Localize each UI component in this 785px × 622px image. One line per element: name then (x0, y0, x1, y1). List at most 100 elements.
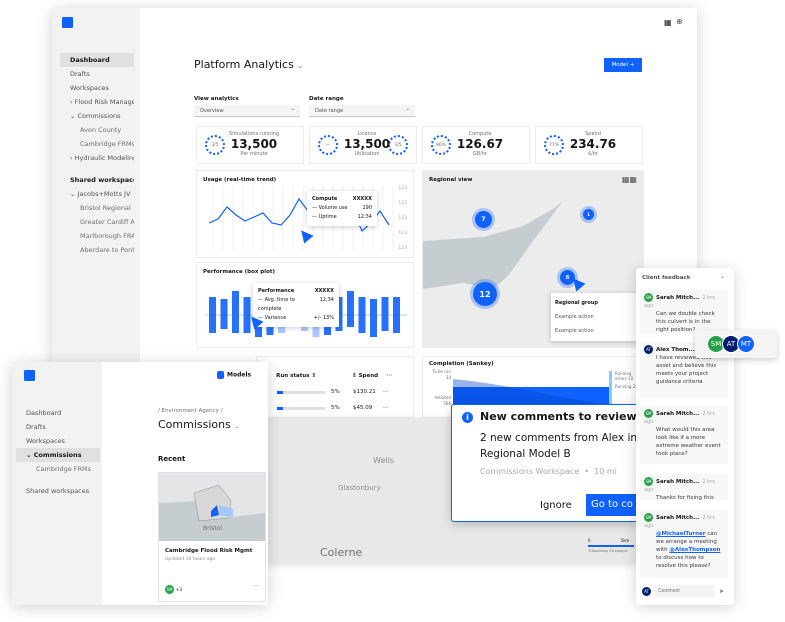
sidebar-item[interactable]: › Flood Risk Manage... (70, 98, 134, 106)
spend-header[interactable]: ⇕ Spend (352, 373, 379, 379)
sidebar-item[interactable]: Cambridge FRMs (36, 465, 92, 473)
usage-line-chart[interactable] (197, 171, 415, 259)
sidebar-item[interactable]: Greater Cardiff Area (80, 218, 134, 226)
map-cluster[interactable]: 7 (475, 211, 492, 228)
box-plot-box (347, 291, 354, 327)
box-plot-box (232, 291, 239, 333)
comment: SM Sarah Mitch... 2 hrs ago @MichaelTurner … (640, 510, 728, 578)
go-to-comments-button[interactable]: Go to co (586, 494, 640, 516)
avatar: SM (644, 293, 653, 302)
sidebar-item[interactable]: Drafts (70, 70, 90, 78)
grid-icon[interactable]: ▦ (664, 18, 672, 27)
avatar: SM (644, 513, 653, 522)
progress-ring: 86% (431, 135, 451, 155)
usage-title: Usage (real-time trend) (203, 177, 277, 183)
box-plot-box (220, 299, 228, 329)
progress-ring: 3/5 (388, 135, 408, 155)
collaborators-chip: SM AT MT (695, 330, 777, 358)
map-cluster[interactable]: 12 (473, 282, 497, 306)
notification-toast: i New comments to review 2 new comments … (451, 404, 641, 522)
regional-group-menu: Regional group Example action Example ac… (551, 293, 641, 341)
performance-title: Performance (box plot) (203, 269, 276, 275)
sidebar-item[interactable]: › Hydraulic Modeling (70, 154, 134, 162)
table-row[interactable]: 135%$130.21··· (257, 389, 413, 395)
commissions-window: Dashboard Drafts Workspaces ⌄ Commissions Ca… (12, 362, 268, 605)
page-title[interactable]: Platform Analytics ⌄ (194, 58, 304, 71)
breadcrumb[interactable]: / Environment Agency / (158, 408, 223, 414)
comment: SM Sarah Mitch... 2 hrs ago What would this… (640, 406, 728, 464)
map-cluster[interactable]: 8 (560, 270, 575, 285)
sidebar-item[interactable]: Workspaces (26, 437, 65, 445)
box-plot-box (358, 297, 366, 333)
y-tick-label: 123 (398, 246, 407, 251)
overflow-menu-icon[interactable]: ··· (253, 583, 259, 590)
row-overflow-icon[interactable]: ··· (383, 389, 389, 395)
layers-icon[interactable]: ▦▦ (621, 175, 637, 184)
kpi-card: 86% Compute 126.67 GB/hr (422, 126, 530, 164)
main-window: Dashboard Drafts Workspaces › Flood Risk Ma… (52, 8, 697, 418)
box-plot-box (209, 297, 216, 333)
sidebar-item[interactable]: ⌄ Commissions (70, 112, 121, 120)
collapse-icon[interactable]: ⌄ (720, 273, 726, 280)
sidebar-item[interactable]: Shared workspaces (70, 176, 134, 184)
sidebar-item[interactable]: Dashboard (60, 53, 134, 67)
box-plot-box (393, 297, 400, 333)
y-tick-label: 123 (398, 231, 407, 236)
avatar: SM (644, 409, 653, 418)
send-icon[interactable]: ➤ (719, 587, 725, 595)
run-status-header[interactable]: Run status ⇕ (276, 373, 317, 379)
y-tick-label: 123 (398, 201, 407, 206)
ignore-button[interactable]: Ignore (540, 500, 572, 511)
sidebar-item[interactable]: Shared workspaces (26, 487, 90, 495)
row-overflow-icon[interactable]: ··· (383, 405, 389, 411)
view-analytics-select[interactable]: Overview (194, 103, 300, 117)
model-card[interactable]: Bristol Cambridge Flood Risk Mgmt Update… (158, 472, 266, 602)
comment: SM Sarah Mitch... 2 hrs ago Thanks for fixi… (640, 474, 728, 501)
sidebar-item[interactable]: Drafts (26, 423, 46, 431)
commissions-title[interactable]: Commissions ⌄ (158, 418, 240, 431)
model-button[interactable]: Model + (604, 58, 642, 72)
progress-ring: — (318, 135, 338, 155)
menu-item[interactable]: Example action (555, 328, 594, 334)
box-plot-box (335, 297, 343, 331)
sidebar-item[interactable]: Aberdare to Ponty... (80, 246, 134, 254)
comment: SM Sarah Mitch... 2 hrs ago Can we double c… (640, 290, 728, 334)
menu-item[interactable]: Example action (555, 314, 594, 320)
mention-link[interactable]: @AlexThompson (669, 547, 721, 553)
sidebar-item[interactable]: ⌄ Commissions (16, 448, 100, 462)
sidebar-item[interactable]: Cambridge FRMs (80, 140, 134, 148)
models-button[interactable]: Models (217, 371, 251, 379)
date-range-select[interactable]: Date range (309, 103, 415, 117)
usage-chart-card: Usage (real-time trend) 123 123 123 123 123 … (196, 170, 414, 258)
notification-meta: Commissions Workspace • 10 mi (480, 467, 617, 476)
regional-map-card[interactable]: Regional view ▦▦ 7 1 12 8 Regional group… (422, 170, 644, 348)
table-row[interactable]: 1025%$45.09··· (257, 405, 413, 411)
performance-tooltip: Performance XXXXX — Avg. time to complete… (253, 283, 339, 327)
sidebar: Dashboard Drafts Workspaces › Flood Risk Ma… (52, 8, 140, 418)
sidebar-item[interactable]: Marlborough FRAs (80, 232, 134, 240)
info-icon: i (462, 412, 473, 423)
globe-icon[interactable]: ⊕ (676, 17, 683, 26)
regional-view-title: Regional view (429, 177, 473, 183)
kpi-card: —3/5 Licence 13,500 Utilisation (309, 126, 417, 164)
y-tick-label: 123 (398, 186, 407, 191)
avatar: MT (737, 335, 755, 353)
box-plot-box (381, 297, 389, 331)
sidebar-item[interactable]: Avon County (80, 126, 122, 134)
sidebar-item[interactable]: Bristol Regional (80, 204, 131, 212)
sidebar-item[interactable]: Dashboard (26, 409, 62, 417)
sidebar-item[interactable]: ⌄ Jacobs+Motts JV (70, 190, 131, 198)
map-cluster[interactable]: 1 (583, 209, 594, 220)
comment: AT Alex Thom... I have reviewed this asset… (640, 342, 728, 398)
mention-link[interactable]: @MichaelTurner (656, 531, 706, 537)
models-icon (217, 371, 224, 379)
sidebar-item[interactable]: Workspaces (70, 84, 109, 92)
run-status-bar (277, 406, 325, 410)
recent-heading: Recent (158, 455, 186, 463)
kpi-card: 77% Spend 234.76 $/hr (535, 126, 643, 164)
kpi-card: 3/5 Simulations running 13,500 Per minute (196, 126, 304, 164)
performance-chart-card: Performance (box plot) Performance XXXXX … (196, 262, 414, 348)
runs-table-card: uns Run status ⇕ ⇕ Spend ··· 135%$130.21… (256, 356, 414, 418)
comment-input[interactable] (655, 585, 715, 597)
